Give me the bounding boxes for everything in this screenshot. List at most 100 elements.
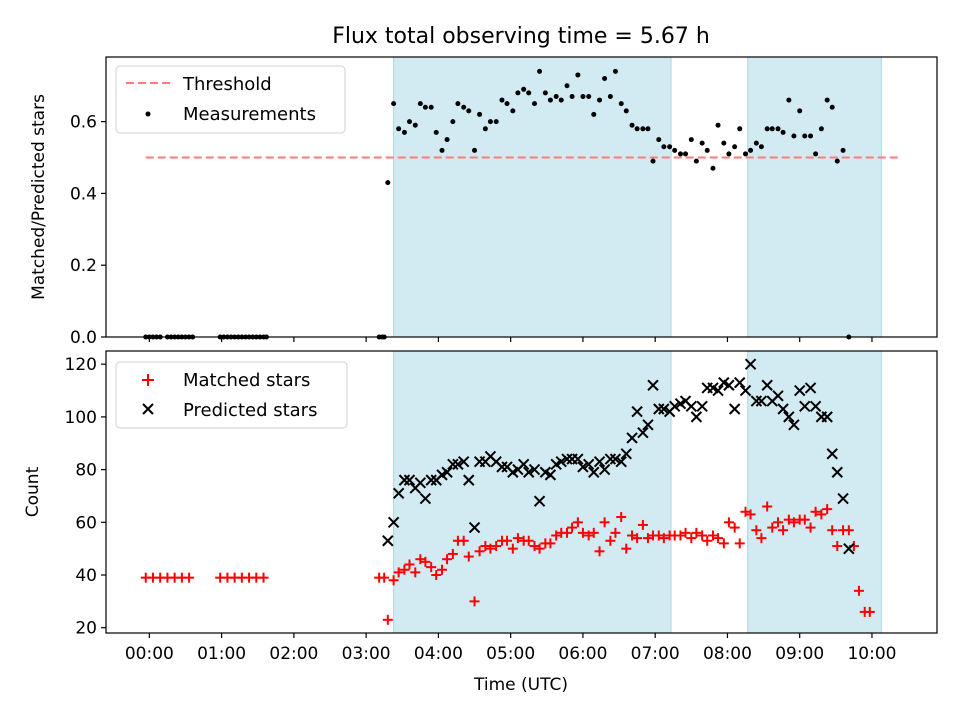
bottom-panel: 20 40 60 80 100 120 00:00 01:00 02:00 03:00 04:00…	[23, 350, 938, 695]
measurement-point-113	[834, 158, 840, 164]
matched-point-33	[474, 546, 485, 557]
legend-measurements-label: Measurements	[183, 104, 316, 125]
matched-point-34	[480, 541, 491, 552]
measurement-point-97	[748, 147, 754, 153]
predicted-point-7	[419, 492, 432, 505]
measurement-point-34	[406, 119, 412, 125]
predicted-point-28	[533, 495, 546, 507]
x-tick-label-10: 10:00	[847, 644, 896, 664]
matched-point-49	[562, 527, 573, 538]
predicted-stars-series	[382, 358, 855, 555]
measurement-point-46	[472, 147, 478, 153]
matched-point-60	[621, 543, 632, 554]
x-tick-label-3: 03:00	[342, 644, 391, 664]
matched-point-73	[691, 527, 702, 538]
predicted-point-36	[577, 461, 589, 473]
matched-point-97	[822, 504, 833, 515]
measurement-point-67	[586, 93, 592, 99]
matched-point-96	[816, 509, 827, 520]
measurement-point-109	[813, 151, 819, 157]
measurement-point-68	[591, 111, 597, 117]
matched-point-39	[507, 543, 518, 554]
predicted-point-47	[637, 426, 649, 439]
x-tick-label-5: 05:00	[486, 644, 535, 664]
measurement-point-100	[764, 126, 770, 132]
matched-point-95	[810, 506, 821, 517]
predicted-point-21	[496, 461, 508, 473]
matched-point-78	[718, 538, 729, 549]
matched-point-22	[415, 554, 426, 565]
top-y-axis-label: Matched/Predicted stars	[29, 94, 49, 300]
predicted-point-56	[685, 400, 698, 413]
predicted-point-35	[572, 453, 584, 465]
matched-point-52	[577, 527, 588, 538]
matched-point-55	[594, 546, 605, 557]
matched-point-6	[184, 572, 195, 583]
measurement-point-36	[417, 101, 423, 107]
top-axes-frame	[105, 56, 938, 338]
bottom-axes-frame	[105, 350, 938, 634]
matched-point-72	[686, 533, 697, 544]
measurement-point-106	[797, 108, 803, 114]
matched-point-44	[534, 543, 545, 554]
top-shaded-intervals	[393, 56, 882, 338]
predicted-point-73	[777, 403, 789, 415]
predicted-point-66	[739, 384, 752, 397]
matched-point-32	[469, 596, 480, 607]
matched-point-28	[447, 548, 458, 559]
top-x-ticks	[148, 337, 873, 342]
predicted-point-67	[744, 358, 757, 370]
predicted-point-41	[604, 453, 617, 465]
shaded-interval-1	[747, 56, 882, 338]
measurement-point-35	[412, 122, 418, 128]
matched-point-80	[729, 522, 740, 533]
x-tick-label-7: 07:00	[631, 644, 680, 664]
measurement-point-74	[623, 108, 629, 114]
predicted-point-44	[620, 448, 632, 460]
predicted-point-46	[631, 405, 643, 418]
measurement-point-90	[710, 165, 716, 171]
measurement-point-32	[396, 126, 402, 132]
predicted-point-16	[468, 521, 481, 534]
measurement-point-40	[439, 147, 445, 153]
matched-point-56	[599, 517, 610, 528]
predicted-point-11	[441, 466, 453, 478]
measurement-point-75	[629, 122, 635, 128]
predicted-point-74	[783, 411, 795, 423]
predicted-point-43	[615, 455, 627, 468]
measurement-point-95	[737, 126, 743, 132]
bottom-shaded-intervals	[393, 350, 882, 634]
predicted-point-14	[457, 455, 470, 468]
matched-point-93	[799, 514, 810, 525]
x-tick-label-1: 01:00	[197, 644, 246, 664]
matched-point-99	[832, 541, 843, 552]
matched-point-26	[437, 564, 448, 575]
matched-point-57	[605, 535, 616, 546]
predicted-point-68	[750, 395, 763, 407]
x-tick-label-6: 06:00	[558, 644, 607, 664]
top-panel: 0.0 0.2 0.4 0.6 Matched/Predicted stars Thr…	[29, 56, 938, 348]
measurement-point-91	[715, 122, 721, 128]
measurement-point-42	[450, 119, 456, 125]
predicted-point-32	[555, 455, 567, 468]
x-tick-label-2: 02:00	[269, 644, 318, 664]
legend-threshold-label: Threshold	[182, 74, 272, 95]
predicted-point-77	[799, 400, 811, 413]
measurement-point-81	[661, 144, 667, 150]
predicted-point-8	[425, 474, 437, 486]
measurement-point-104	[786, 97, 792, 103]
matched-point-13	[258, 572, 269, 583]
matched-point-90	[783, 514, 794, 525]
measurement-point-41	[444, 137, 450, 143]
predicted-point-58	[696, 400, 708, 413]
matched-stars-series	[140, 501, 875, 625]
measurement-point-43	[455, 101, 461, 107]
measurement-point-85	[683, 151, 689, 157]
top-y-tick-label-3: 0.6	[70, 113, 97, 133]
measurement-point-52	[504, 101, 510, 107]
matched-point-105	[864, 606, 875, 617]
top-legend-box	[115, 65, 346, 134]
x-tick-label-0: 00:00	[125, 644, 174, 664]
measurement-point-72	[612, 68, 618, 74]
measurement-point-114	[840, 147, 846, 153]
